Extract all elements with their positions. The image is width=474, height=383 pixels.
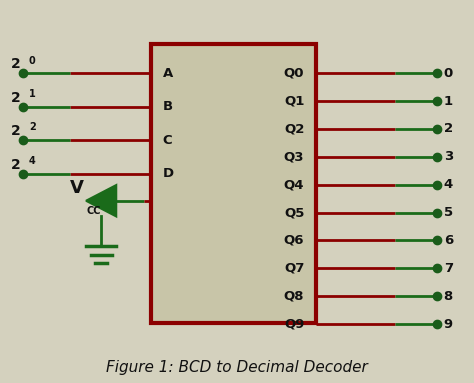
Text: 4: 4 <box>29 156 36 166</box>
Text: Q0: Q0 <box>284 67 304 80</box>
Text: 2: 2 <box>444 123 453 136</box>
Text: 3: 3 <box>444 151 453 163</box>
Text: 9: 9 <box>444 318 453 331</box>
Text: bestengineeringprojects.com: bestengineeringprojects.com <box>180 156 312 165</box>
Polygon shape <box>86 185 116 216</box>
Text: Q4: Q4 <box>284 178 304 191</box>
Text: 8: 8 <box>444 290 453 303</box>
Text: 7: 7 <box>444 262 453 275</box>
Text: C: C <box>163 134 173 147</box>
Text: D: D <box>163 167 174 180</box>
Text: 4: 4 <box>444 178 453 191</box>
Text: Q2: Q2 <box>284 123 304 136</box>
Text: Q7: Q7 <box>284 262 304 275</box>
Text: 2: 2 <box>11 158 21 172</box>
Text: 2: 2 <box>11 91 21 105</box>
Text: 1: 1 <box>444 95 453 108</box>
Text: A: A <box>163 67 173 80</box>
Text: 6: 6 <box>444 234 453 247</box>
Text: CC: CC <box>86 206 100 216</box>
Text: B: B <box>163 100 173 113</box>
Text: Figure 1: BCD to Decimal Decoder: Figure 1: BCD to Decimal Decoder <box>106 360 368 375</box>
Text: 0: 0 <box>29 56 36 65</box>
Text: 0: 0 <box>444 67 453 80</box>
Text: 5: 5 <box>444 206 453 219</box>
Text: Q6: Q6 <box>284 234 304 247</box>
Text: 2: 2 <box>11 124 21 138</box>
Text: 1: 1 <box>29 89 36 99</box>
Text: 2: 2 <box>11 57 21 72</box>
Text: Q1: Q1 <box>284 95 304 108</box>
Text: Q9: Q9 <box>284 318 304 331</box>
Text: V: V <box>70 179 84 197</box>
Text: 2: 2 <box>29 123 36 133</box>
Text: Q5: Q5 <box>284 206 304 219</box>
Text: Q3: Q3 <box>284 151 304 163</box>
Bar <box>151 44 316 323</box>
Text: Q8: Q8 <box>284 290 304 303</box>
